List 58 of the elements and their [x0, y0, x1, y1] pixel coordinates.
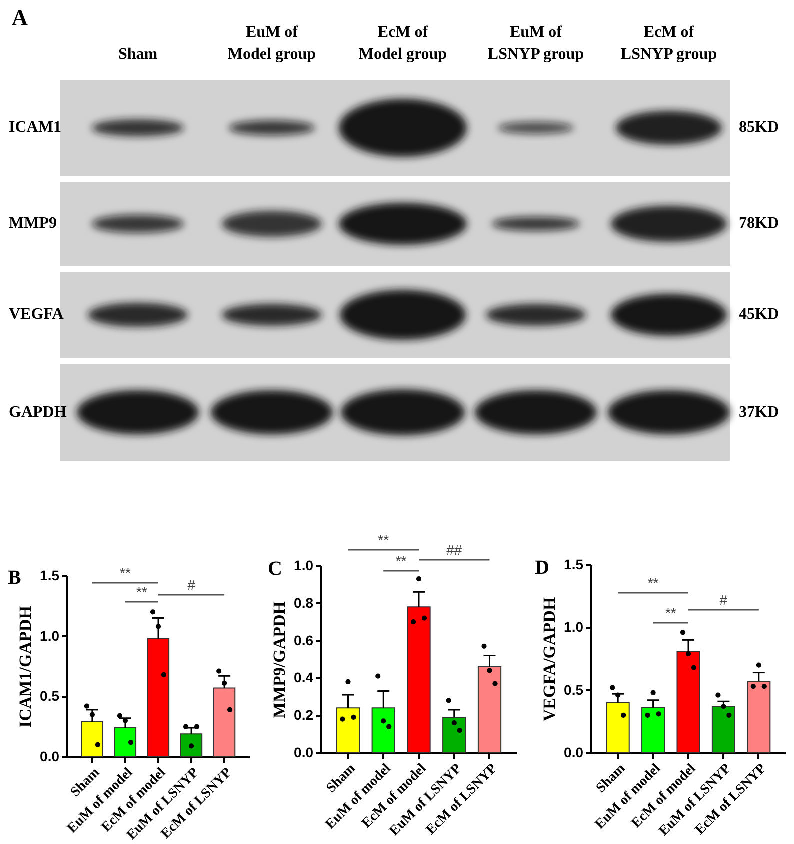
bar: [676, 650, 700, 754]
y-tick-label: 0.0: [40, 748, 60, 764]
y-tick-label: 1.0: [294, 558, 314, 574]
text: 78KD: [739, 214, 779, 234]
y-tick-label: 1.0: [564, 619, 584, 636]
y-axis-title: ICAM1/GAPDH: [16, 606, 36, 728]
text: EuM of LSNYP group: [486, 23, 586, 65]
text: 37KD: [739, 402, 779, 422]
text: MMP9: [9, 214, 57, 234]
text: 85KD: [739, 118, 779, 138]
text: VEGFA: [9, 305, 64, 325]
annotation: **: [396, 553, 408, 569]
annotation: #: [188, 577, 196, 593]
y-tick-label: 1.5: [564, 556, 584, 572]
text: **: [378, 532, 390, 548]
y-axis-title: MMP9/GAPDH: [270, 601, 290, 719]
y-tick-label: 0.4: [294, 670, 314, 686]
annotation: **: [648, 575, 660, 591]
annotation: **: [665, 605, 677, 621]
y-tick-label: 0.0: [294, 744, 314, 760]
y-tick-label: 0.0: [564, 744, 584, 760]
annotation: **: [120, 565, 132, 581]
bar: [407, 606, 431, 754]
y-tick-label: 1.0: [40, 628, 60, 644]
bar: [747, 681, 771, 754]
bar: [442, 716, 466, 754]
y-tick-label: 1.5: [40, 568, 60, 584]
y-tick-label: 0.5: [564, 682, 584, 698]
bar: [478, 666, 502, 754]
y-tick-label: 0.5: [40, 688, 60, 704]
chart-title: D: [535, 557, 550, 579]
text: EcM of Model group: [358, 23, 448, 65]
bar: [213, 688, 236, 758]
text: 45KD: [739, 305, 779, 325]
text: A: [12, 5, 28, 30]
bar: [712, 706, 736, 754]
bar: [372, 708, 396, 754]
y-tick-label: 0.6: [294, 632, 314, 648]
bar: [606, 702, 630, 754]
bar: [147, 638, 170, 758]
text: ##: [446, 542, 462, 558]
text: EuM of Model group: [226, 23, 318, 65]
chart-title: B: [8, 567, 22, 589]
bar: [642, 707, 666, 754]
bar: [180, 734, 203, 758]
text: EcM of LSNYP group: [620, 23, 718, 65]
bar: [81, 722, 104, 758]
bar: [336, 708, 360, 754]
y-tick-label: 0.8: [294, 594, 314, 611]
y-tick-label: 0.2: [294, 707, 314, 724]
annotation: **: [136, 584, 148, 600]
text: GAPDH: [9, 402, 67, 422]
bar: [114, 728, 137, 758]
annotation: #: [720, 592, 728, 608]
y-axis-title: VEGFA/GAPDH: [540, 597, 560, 722]
text: Sham: [117, 45, 159, 65]
text: ICAM1: [9, 118, 62, 138]
chart-title: C: [268, 558, 282, 580]
